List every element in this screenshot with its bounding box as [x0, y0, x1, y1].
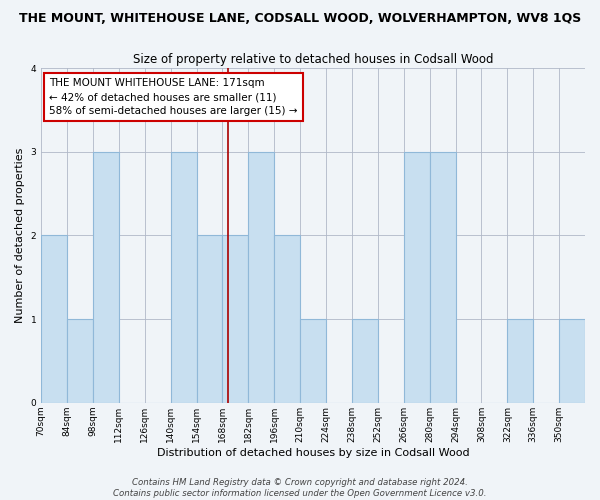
Bar: [559, 319, 585, 403]
Bar: [67, 319, 93, 403]
Bar: [93, 152, 119, 403]
Bar: [404, 152, 430, 403]
X-axis label: Distribution of detached houses by size in Codsall Wood: Distribution of detached houses by size …: [157, 448, 469, 458]
Text: Contains HM Land Registry data © Crown copyright and database right 2024.
Contai: Contains HM Land Registry data © Crown c…: [113, 478, 487, 498]
Bar: [430, 152, 455, 403]
Bar: [352, 319, 378, 403]
Title: Size of property relative to detached houses in Codsall Wood: Size of property relative to detached ho…: [133, 52, 493, 66]
Text: THE MOUNT WHITEHOUSE LANE: 171sqm
← 42% of detached houses are smaller (11)
58% : THE MOUNT WHITEHOUSE LANE: 171sqm ← 42% …: [49, 78, 298, 116]
Y-axis label: Number of detached properties: Number of detached properties: [15, 148, 25, 323]
Bar: [170, 152, 197, 403]
Bar: [274, 236, 300, 403]
Bar: [223, 236, 248, 403]
Bar: [508, 319, 533, 403]
Bar: [248, 152, 274, 403]
Bar: [41, 236, 67, 403]
Text: THE MOUNT, WHITEHOUSE LANE, CODSALL WOOD, WOLVERHAMPTON, WV8 1QS: THE MOUNT, WHITEHOUSE LANE, CODSALL WOOD…: [19, 12, 581, 26]
Bar: [197, 236, 223, 403]
Bar: [300, 319, 326, 403]
